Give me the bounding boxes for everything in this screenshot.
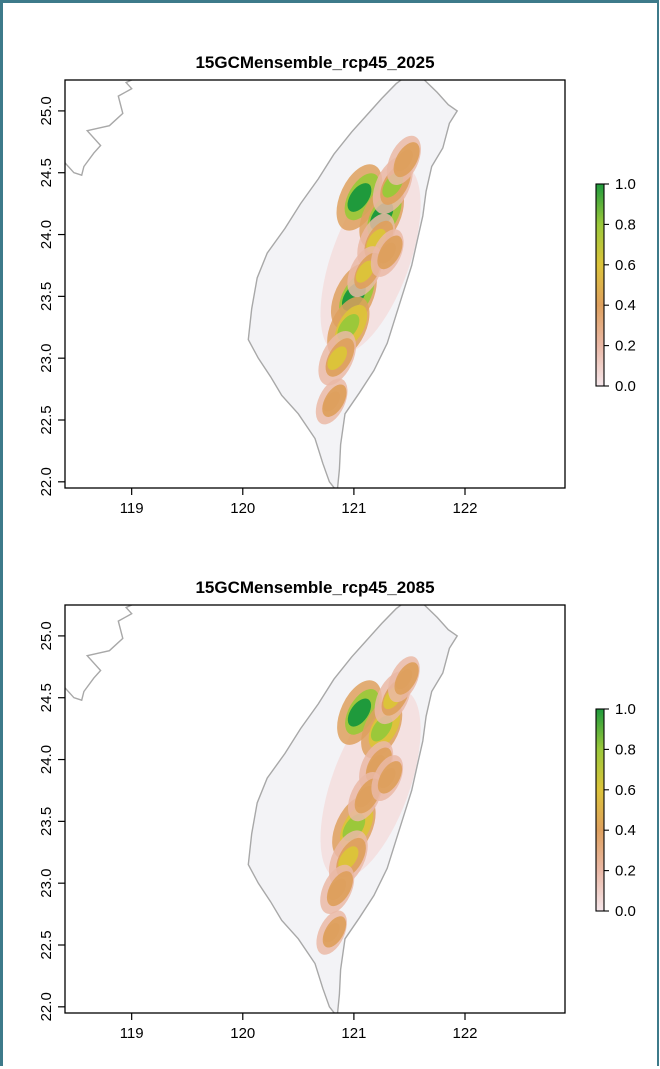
y-tick-label: 22.0 [38,467,55,496]
y-tick-label: 25.0 [38,621,55,650]
suitability-hotspot [316,910,347,955]
y-tick-label: 24.0 [38,220,55,249]
x-tick-label: 120 [230,500,255,517]
x-tick-label: 120 [230,1025,255,1042]
y-tick-label: 22.0 [38,992,55,1021]
colorbar [595,183,605,387]
suitability-hotspot [370,229,404,277]
colorbar-tick-label: 0.0 [615,903,636,920]
colorbar-tick-label: 1.0 [615,701,636,718]
y-tick-label: 22.5 [38,930,55,959]
y-tick-label: 23.5 [38,282,55,311]
x-tick-label: 119 [120,1025,144,1042]
colorbar-tick-label: 1.0 [615,176,636,193]
x-tick-label: 122 [452,1025,477,1042]
hotspot-core [327,346,348,370]
x-tick-label: 119 [120,500,144,517]
y-tick-label: 24.5 [38,683,55,712]
map-area [65,605,459,1013]
suitability-hotspot [318,330,357,386]
colorbar-legend: 0.0 0.2 0.4 0.6 0.8 1.0 [595,176,636,395]
colorbar-tick-label: 0.8 [615,216,636,233]
suitability-hotspot [386,135,421,186]
x-tick-label: 121 [341,500,366,517]
map-area [65,80,459,488]
colorbar-tick-label: 0.6 [615,782,636,799]
hotspot-core [356,785,374,808]
colorbar-tick-label: 0.4 [615,297,636,314]
suitability-hotspot [371,755,404,802]
colorbar-legend: 0.0 0.2 0.4 0.6 0.8 1.0 [595,701,636,920]
taiwan-outline [247,605,459,1013]
hotspot-core [328,878,347,901]
y-tick-label: 23.5 [38,807,55,836]
hotspot-core [347,698,372,727]
chart-title: 15GCMensemble_rcp45_2085 [195,578,434,597]
chart-title: 15GCMensemble_rcp45_2025 [195,53,434,72]
y-tick-label: 23.0 [38,344,55,373]
y-tick-label: 25.0 [38,96,55,125]
colorbar-tick-label: 0.8 [615,741,636,758]
colorbar [595,708,605,912]
hotspot-core [323,923,340,943]
hotspot-core [323,391,340,412]
hotspot-core [378,768,396,789]
suitability-hotspot [315,378,348,425]
chart-panel-1: 15GCMensemble_rcp45_2025 119 120 121 122 22.0… [38,53,636,517]
hotspot-core [395,669,413,690]
hotspot-core [395,149,413,172]
y-tick-label: 24.5 [38,158,55,187]
plot-frame [64,79,566,489]
colorbar-tick-label: 0.2 [615,863,636,880]
taiwan-outline [247,80,459,488]
y-tick-label: 23.0 [38,869,55,898]
x-tick-label: 122 [452,500,477,517]
chart-panel-2: 15GCMensemble_rcp45_2085 119 120 121 122 22.0… [38,578,636,1042]
suitability-hotspot [320,864,355,915]
hotspot-core [355,260,375,283]
hotspot-core [378,242,396,264]
x-tick-label: 121 [341,1025,366,1042]
hotspot-core [347,183,372,212]
suitability-hotspot [388,656,420,703]
plot-frame [64,604,566,1014]
colorbar-tick-label: 0.2 [615,338,636,355]
colorbar-tick-label: 0.6 [615,257,636,274]
y-tick-label: 22.5 [38,405,55,434]
colorbar-tick-label: 0.0 [615,378,636,395]
hotspot-core [367,755,385,777]
mainland-coastline [65,605,134,702]
y-tick-label: 24.0 [38,745,55,774]
colorbar-tick-label: 0.4 [615,822,636,839]
mainland-coastline [65,80,134,177]
hotspot-core [338,846,359,871]
